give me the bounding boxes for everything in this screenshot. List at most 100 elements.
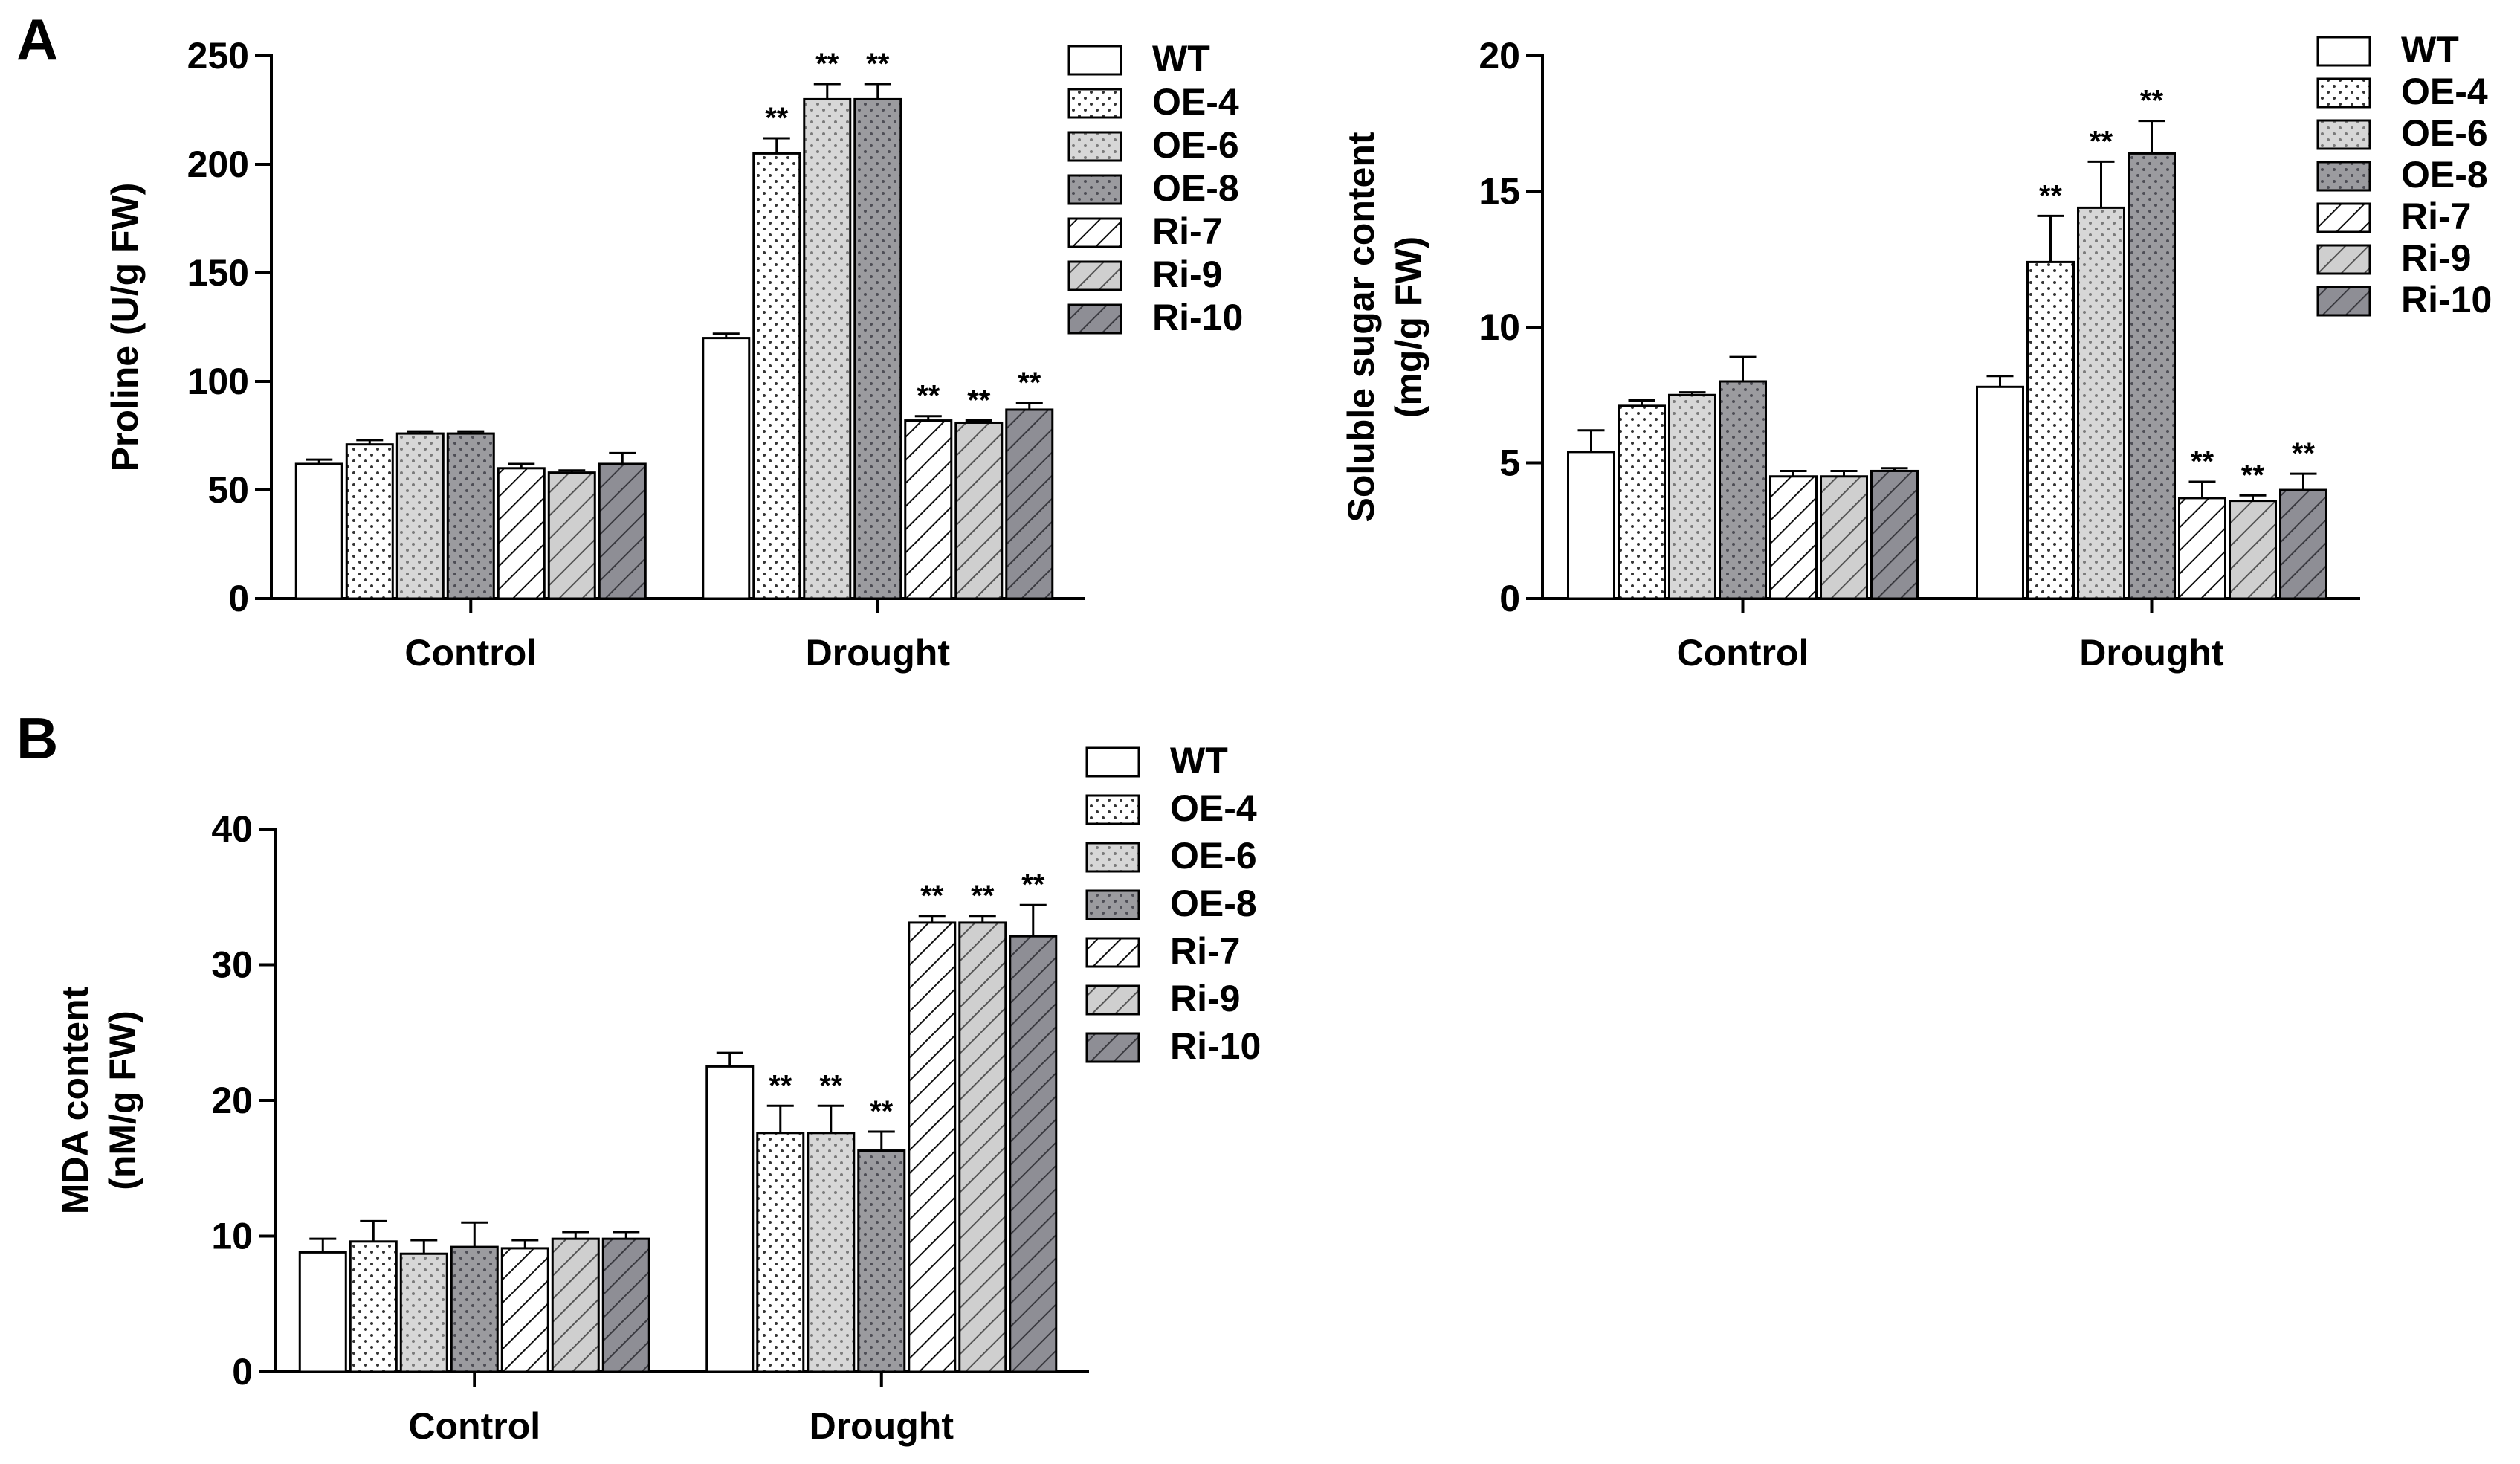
legend-swatch-oe-8 [1067, 174, 1122, 205]
legend-swatch-ri-7 [1067, 217, 1122, 248]
legend-swatch-oe-4 [2316, 77, 2371, 109]
bar-ri-7 [500, 1247, 549, 1373]
x-category-label: Drought [2079, 632, 2224, 674]
x-category-label: Control [408, 1405, 540, 1447]
y-axis-title: (mg/g FW) [1388, 236, 1429, 418]
y-tick-label: 10 [211, 1216, 253, 1257]
bar-ri-10 [1870, 469, 1919, 600]
legend-label-wt: WT [1152, 38, 1210, 80]
legend-swatch-wt [1067, 45, 1122, 76]
legend-label-ri-7: Ri-7 [2401, 196, 2471, 237]
legend-label-ri-9: Ri-9 [2401, 237, 2471, 279]
y-tick-label: 100 [187, 361, 249, 402]
y-axis-title: (nM/g FW) [102, 1010, 143, 1190]
legend-label-wt: WT [2401, 29, 2459, 71]
y-tick-label: 40 [211, 808, 253, 850]
chart-soluble-sugar: 0 5 10 15 20 Control Drought Soluble sugar cont… [1340, 29, 2492, 674]
bar-ri-7 [497, 467, 546, 600]
significance-mark: ** [2191, 445, 2214, 478]
y-tick-label: 15 [1479, 171, 1520, 213]
x-category-label: Control [1677, 632, 1809, 674]
bar-oe-8 [853, 97, 902, 600]
bar-ri-9 [2229, 500, 2277, 600]
legend-label-oe-6: OE-6 [1152, 124, 1239, 166]
legend-label-oe-4: OE-4 [1152, 81, 1239, 123]
y-tick-label: 0 [228, 578, 249, 619]
legend-label-ri-10: Ri-10 [2401, 279, 2492, 320]
significance-mark: ** [1021, 868, 1045, 901]
bar-ri-10 [1005, 408, 1054, 600]
significance-mark: ** [2039, 179, 2063, 212]
chart-proline: 0 50 100 150 200 250 Control Drought Proline (U/… [104, 35, 1243, 674]
legend-swatch-ri-9 [1067, 260, 1122, 291]
bar-oe-6 [807, 1132, 856, 1373]
bar-oe-4 [349, 1240, 398, 1373]
legend-swatch-oe-6 [2316, 119, 2371, 150]
bar-oe-8 [446, 432, 495, 600]
bar-oe-4 [1618, 404, 1666, 600]
y-tick-label: 10 [1479, 306, 1520, 348]
legend-swatch-ri-7 [2316, 202, 2371, 233]
legend-swatch-oe-4 [1067, 88, 1122, 119]
bar-wt [294, 462, 343, 600]
legend-swatch-ri-10 [1085, 1032, 1140, 1063]
bar-oe-8 [2128, 152, 2176, 600]
y-tick-label: 0 [232, 1351, 253, 1393]
legend-swatch-oe-8 [2316, 161, 2371, 192]
bar-oe-6 [803, 97, 852, 600]
bar-oe-8 [857, 1149, 906, 1373]
y-tick-label: 50 [207, 469, 249, 511]
bar-oe-6 [395, 432, 445, 600]
bar-wt [702, 337, 751, 600]
bar-ri-9 [958, 921, 1007, 1373]
panel-label-a: A [16, 7, 58, 72]
legend-label-oe-4: OE-4 [2401, 71, 2488, 112]
y-axis-title: Proline (U/g FW) [104, 183, 146, 472]
legend-label-oe-6: OE-6 [1170, 835, 1257, 877]
legend-label-ri-7: Ri-7 [1170, 930, 1240, 972]
legend-label-oe-4: OE-4 [1170, 787, 1257, 829]
legend-swatch-ri-7 [1085, 937, 1140, 968]
legend-swatch-oe-6 [1085, 842, 1140, 873]
y-tick-label: 0 [1499, 578, 1520, 619]
significance-mark: ** [2140, 85, 2164, 117]
significance-mark: ** [920, 880, 944, 912]
significance-mark: ** [917, 380, 940, 413]
legend-swatch-ri-10 [2316, 286, 2371, 317]
significance-mark: ** [866, 48, 890, 80]
y-tick-label: 200 [187, 144, 249, 185]
significance-mark: ** [2292, 437, 2316, 470]
y-tick-label: 5 [1499, 442, 1520, 484]
legend-label-oe-8: OE-8 [1152, 167, 1239, 209]
bar-oe-4 [345, 443, 394, 600]
bar-oe-6 [2077, 206, 2125, 600]
bar-ri-10 [2279, 488, 2327, 600]
significance-mark: ** [819, 1069, 843, 1102]
legend-swatch-wt [1085, 746, 1140, 778]
significance-mark: ** [815, 48, 839, 80]
bar-ri-9 [1820, 475, 1868, 600]
bar-ri-10 [1009, 935, 1058, 1373]
legend-label-ri-7: Ri-7 [1152, 210, 1222, 252]
panel-label-b: B [16, 706, 58, 771]
y-axis-title: MDA content [54, 986, 96, 1214]
bar-ri-7 [904, 419, 953, 600]
bar-oe-6 [1668, 393, 1716, 600]
bar-wt [298, 1251, 347, 1373]
bar-ri-7 [908, 921, 957, 1373]
significance-mark: ** [2090, 125, 2113, 158]
y-tick-label: 20 [1479, 35, 1520, 77]
significance-mark: ** [870, 1095, 894, 1128]
y-tick-label: 30 [211, 944, 253, 986]
legend-label-ri-10: Ri-10 [1152, 297, 1243, 338]
bar-oe-4 [752, 152, 801, 600]
bar-oe-6 [399, 1252, 448, 1373]
bar-oe-4 [2026, 260, 2075, 600]
bar-oe-8 [450, 1245, 499, 1373]
legend-swatch-wt [2316, 36, 2371, 67]
legend-label-ri-9: Ri-9 [1170, 978, 1240, 1019]
y-tick-label: 250 [187, 35, 249, 77]
legend-swatch-ri-9 [2316, 244, 2371, 275]
significance-mark: ** [971, 880, 995, 912]
